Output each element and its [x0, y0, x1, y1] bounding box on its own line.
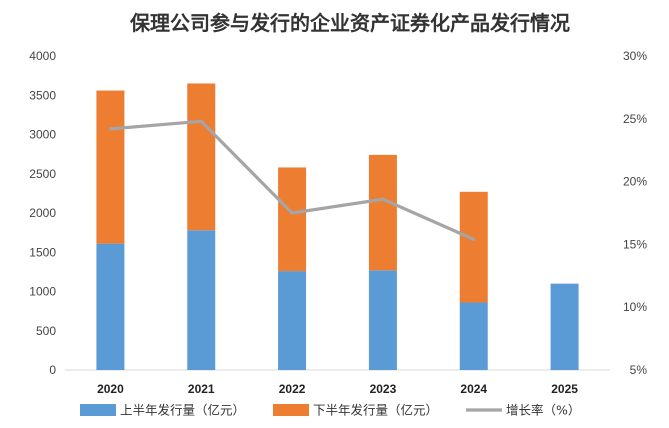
y-left-tick-label: 500	[36, 324, 56, 338]
x-tick-label: 2022	[279, 382, 306, 396]
y-left-tick-label: 1500	[29, 245, 56, 259]
bar-h2-2022	[278, 167, 307, 272]
y-left-tick-label: 3000	[29, 128, 56, 142]
y-left-axis: 0 500 1000 1500 2000 2500 3000 3500 4000	[29, 49, 56, 377]
x-tick-label: 2021	[188, 382, 215, 396]
x-tick-label: 2023	[370, 382, 397, 396]
y-left-tick-label: 0	[49, 363, 56, 377]
bar-h2-2020	[96, 90, 125, 244]
legend: 上半年发行量（亿元） 下半年发行量（亿元） 增长率（%）	[80, 403, 580, 418]
growth-rate-point-2024	[472, 237, 476, 241]
y-left-tick-label: 2000	[29, 206, 56, 220]
x-tick-label: 2020	[97, 382, 124, 396]
x-tick-label: 2024	[460, 382, 487, 396]
bar-h1-2021	[187, 230, 216, 370]
bar-h1-2020	[96, 243, 125, 370]
x-axis-ticks: 2020 2021 2022 2023 2024 2025	[97, 382, 578, 396]
legend-label-1: 下半年发行量（亿元）	[313, 403, 438, 418]
y-right-tick-label: 25%	[623, 112, 647, 126]
legend-label-2: 增长率（%）	[506, 403, 580, 418]
y-right-tick-label: 5%	[630, 363, 648, 377]
growth-line-group	[108, 119, 476, 241]
legend-swatch-0	[80, 404, 116, 416]
growth-rate-point-2020	[108, 127, 113, 131]
growth-rate-point-2022	[290, 211, 294, 215]
chart-title: 保理公司参与发行的企业资产证券化产品发行情况	[129, 11, 570, 35]
y-left-tick-label: 1000	[29, 285, 56, 299]
x-tick-label: 2025	[551, 382, 578, 396]
bar-h2-2021	[187, 83, 216, 231]
y-left-tick-label: 2500	[29, 167, 56, 181]
growth-rate-point-2021	[199, 119, 203, 123]
bar-h1-2022	[278, 271, 307, 370]
y-right-tick-label: 20%	[623, 175, 647, 189]
y-right-tick-label: 15%	[623, 237, 647, 251]
growth-rate-point-2023	[381, 197, 385, 201]
y-right-axis: 5% 10% 15% 20% 25% 30%	[623, 49, 647, 377]
y-right-tick-label: 10%	[623, 300, 647, 314]
y-left-tick-label: 4000	[29, 49, 56, 63]
legend-swatch-1	[273, 404, 309, 416]
bar-h1-2023	[368, 270, 397, 370]
bar-h1-2024	[459, 302, 488, 370]
bar-h2-2023	[368, 154, 397, 271]
bar-h1-2025	[550, 283, 579, 370]
y-right-tick-label: 30%	[623, 49, 647, 63]
y-left-tick-label: 3500	[29, 88, 56, 102]
bar-group	[96, 83, 579, 370]
bar-h2-2024	[459, 191, 488, 303]
legend-label-0: 上半年发行量（亿元）	[120, 403, 245, 418]
